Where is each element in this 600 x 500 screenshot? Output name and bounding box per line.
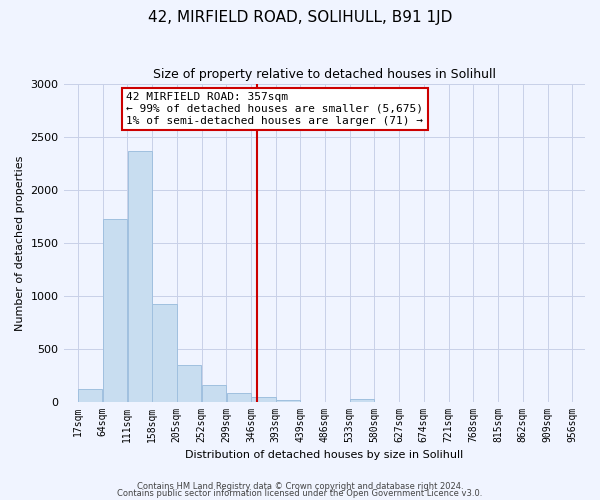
- Text: Contains HM Land Registry data © Crown copyright and database right 2024.: Contains HM Land Registry data © Crown c…: [137, 482, 463, 491]
- Bar: [202, 385, 226, 402]
- Bar: [152, 304, 176, 402]
- X-axis label: Distribution of detached houses by size in Solihull: Distribution of detached houses by size …: [185, 450, 463, 460]
- Bar: [128, 151, 152, 402]
- Bar: [276, 400, 301, 402]
- Bar: [78, 389, 102, 402]
- Text: Contains public sector information licensed under the Open Government Licence v3: Contains public sector information licen…: [118, 489, 482, 498]
- Bar: [177, 365, 201, 402]
- Bar: [227, 393, 251, 402]
- Text: 42 MIRFIELD ROAD: 357sqm
← 99% of detached houses are smaller (5,675)
1% of semi: 42 MIRFIELD ROAD: 357sqm ← 99% of detach…: [126, 92, 423, 126]
- Y-axis label: Number of detached properties: Number of detached properties: [15, 156, 25, 330]
- Bar: [103, 218, 127, 402]
- Bar: [350, 400, 374, 402]
- Title: Size of property relative to detached houses in Solihull: Size of property relative to detached ho…: [153, 68, 496, 80]
- Text: 42, MIRFIELD ROAD, SOLIHULL, B91 1JD: 42, MIRFIELD ROAD, SOLIHULL, B91 1JD: [148, 10, 452, 25]
- Bar: [251, 397, 275, 402]
